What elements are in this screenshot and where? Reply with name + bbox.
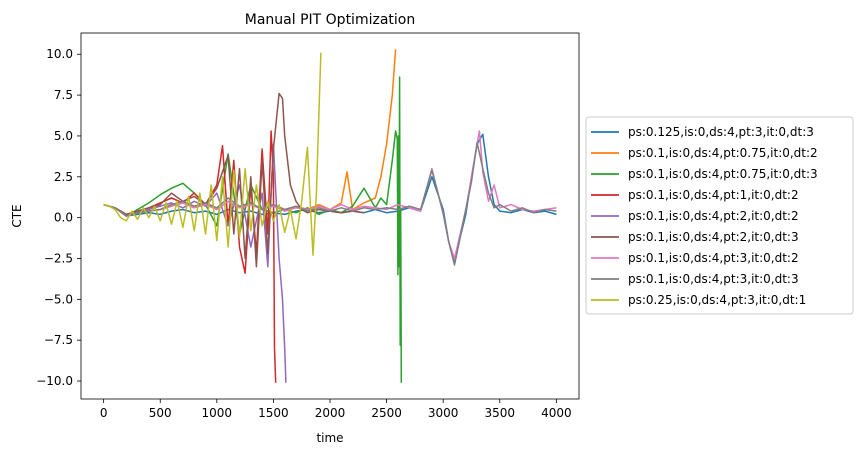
legend-label-3: ps:0.1,is:0,ds:4,pt:0.75,it:0,dt:3 [628,167,818,181]
legend: ps:0.125,is:0,ds:4,pt:3,it:0,dt:3 ps:0.1,… [585,116,854,315]
axes-frame [80,32,580,400]
y-axis: −10.0 −7.5 −5.0 −2.5 0.0 2.5 5.0 7.5 10.0 [36,47,81,388]
plot-area [103,49,557,383]
y-tick-label: −10.0 [36,374,73,388]
x-axis: 0 500 1000 1500 2000 2500 3000 3500 4000 [100,399,572,420]
legend-frame [585,116,854,315]
x-tick-label: 3500 [484,406,515,420]
series-line-6 [103,92,365,268]
legend-label-2: ps:0.1,is:0,ds:4,pt:0.75,it:0,dt:2 [628,146,818,160]
legend-label-7: ps:0.1,is:0,ds:4,pt:3,it:0,dt:2 [628,251,799,265]
x-axis-label: time [316,431,343,445]
y-tick-label: 10.0 [46,47,73,61]
legend-label-1: ps:0.125,is:0,ds:4,pt:3,it:0,dt:3 [628,125,814,139]
x-tick-label: 3000 [428,406,459,420]
x-tick-label: 1000 [202,406,233,420]
y-tick-label: 7.5 [54,88,73,102]
x-tick-label: 2000 [315,406,346,420]
series-line-3 [103,76,403,383]
y-axis-label: CTE [10,204,24,227]
y-tick-label: 5.0 [54,129,73,143]
chart-title: Manual PIT Optimization [245,12,415,28]
x-tick-label: 0 [100,406,108,420]
y-tick-label: 0.0 [54,211,73,225]
series-line-5 [103,143,287,383]
legend-label-6: ps:0.1,is:0,ds:4,pt:2,it:0,dt:3 [628,230,799,244]
series-line-9 [103,52,322,256]
series-line-4 [103,130,277,383]
y-tick-label: −5.0 [44,292,73,306]
x-tick-label: 2500 [371,406,402,420]
legend-label-8: ps:0.1,is:0,ds:4,pt:3,it:0,dt:3 [628,272,799,286]
x-tick-label: 4000 [541,406,572,420]
y-tick-label: 2.5 [54,170,73,184]
legend-label-4: ps:0.1,is:0,ds:4,pt:1,it:0,dt:2 [628,188,799,202]
y-tick-label: −7.5 [44,333,73,347]
x-tick-label: 500 [149,406,172,420]
legend-label-9: ps:0.25,is:0,ds:4,pt:3,it:0,dt:1 [628,293,806,307]
x-tick-label: 1500 [258,406,289,420]
legend-label-5: ps:0.1,is:0,ds:4,pt:2,it:0,dt:2 [628,209,799,223]
y-tick-label: −2.5 [44,251,73,265]
series-line-8 [103,141,557,266]
